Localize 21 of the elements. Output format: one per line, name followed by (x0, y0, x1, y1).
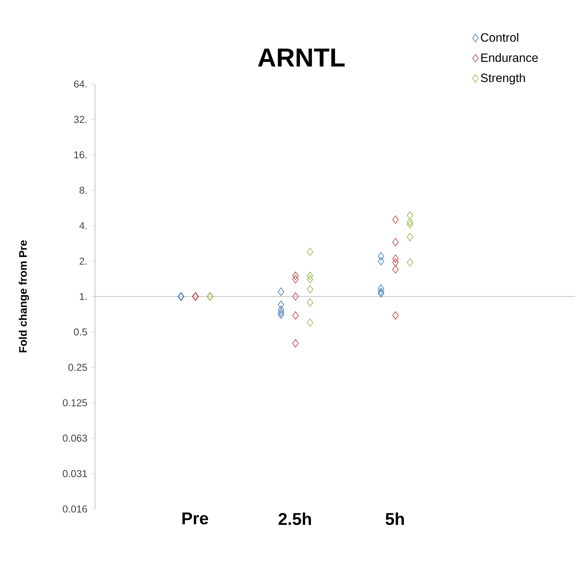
y-tick-label: 0.25 (68, 364, 88, 371)
y-tick-label: 8. (80, 186, 87, 194)
y-axis-title: Fold change from Pre (18, 240, 30, 352)
legend-label: Endurance (481, 53, 538, 62)
y-tick-label: 0.5 (74, 328, 88, 336)
chart-title: ARNTL (258, 48, 345, 66)
legend-label: Control (480, 32, 518, 42)
y-tick-label: 2. (80, 258, 87, 265)
x-tick-label: Pre (182, 512, 208, 524)
y-tick-label: 32. (74, 116, 87, 123)
y-tick-label: 64. (74, 80, 87, 88)
y-tick-label: 16. (74, 151, 87, 158)
legend-label: Strength (480, 73, 525, 85)
y-tick-label: 0.031 (62, 470, 87, 478)
y-tick-label: 0.063 (62, 434, 88, 442)
y-tick-label: 0.125 (62, 399, 88, 406)
y-tick-label: 1. (80, 293, 87, 300)
x-tick-label: 2.5h (278, 512, 311, 526)
y-tick-label: 4. (79, 222, 87, 230)
x-tick-label: 5h (386, 512, 404, 526)
y-tick-label: 0.016 (62, 505, 88, 513)
